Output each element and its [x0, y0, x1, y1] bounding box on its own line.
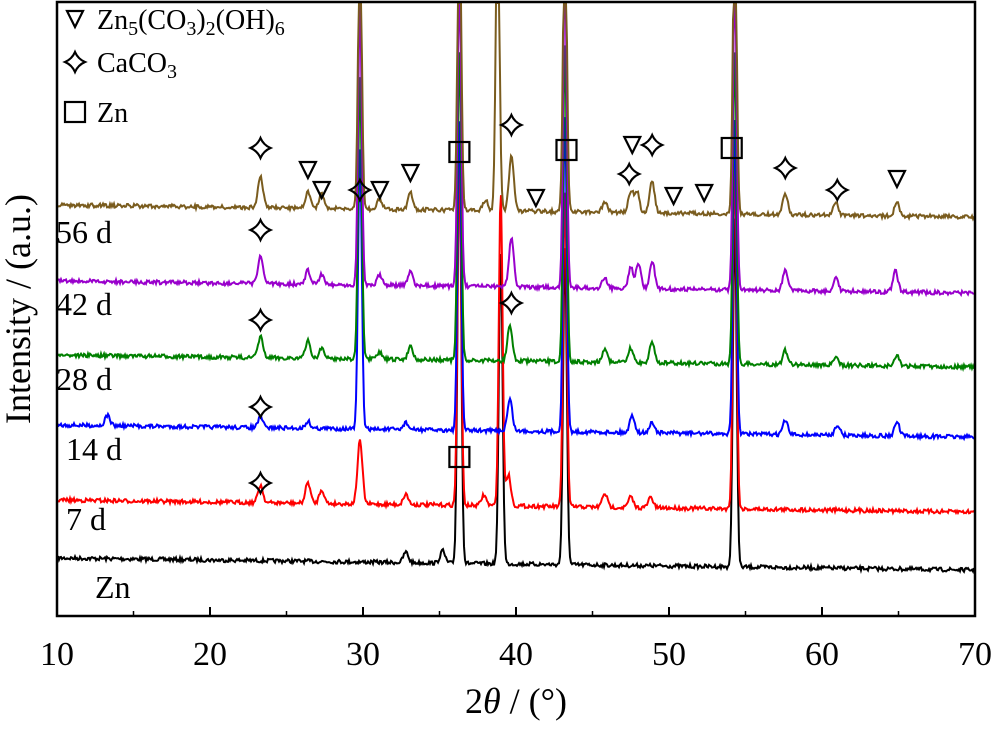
star-marker-icon	[498, 290, 525, 316]
x-tick-label: 20	[193, 636, 227, 673]
y-axis-label: Intensity / (a.u.)	[0, 194, 38, 424]
square-marker-icon	[555, 138, 578, 162]
x-tick-label: 50	[652, 636, 686, 673]
x-tick-label: 70	[958, 636, 992, 673]
series-label: 7 d	[66, 501, 106, 537]
series-label: 42 d	[56, 286, 112, 322]
triangle-marker-icon	[400, 163, 421, 184]
x-axis-label: 2θ / (°)	[465, 681, 567, 721]
series-line	[58, 1, 975, 298]
star-marker-icon	[639, 132, 665, 158]
triangle-marker-icon	[694, 183, 714, 204]
star-marker-icon	[347, 177, 373, 203]
star-marker-icon	[616, 161, 643, 187]
square-marker-icon	[448, 140, 471, 164]
legend-square-icon	[63, 100, 87, 124]
series-labels: Zn 7 d 14 d 28 d 42 d 56 d	[56, 214, 131, 605]
x-tick-label: 60	[805, 636, 839, 673]
star-marker-icon	[772, 155, 799, 181]
square-marker-icon	[720, 136, 743, 160]
x-ticks: 10 20 30 40 50 60 70	[40, 607, 992, 673]
star-marker-icon	[247, 394, 274, 420]
series-line	[57, 117, 975, 442]
legend: Zn5(CO3)2(OH)6 CaCO3 Zn	[62, 5, 285, 129]
legend-label: CaCO3	[97, 48, 177, 83]
triangle-marker-icon	[370, 180, 390, 201]
triangle-marker-icon	[526, 188, 546, 209]
x-tick-label: 10	[40, 636, 74, 673]
legend-label: Zn	[97, 98, 128, 129]
triangle-marker-icon	[887, 169, 907, 190]
series-line	[57, 45, 975, 373]
series-label: 28 d	[56, 361, 112, 397]
x-tick-label: 30	[346, 636, 380, 673]
series-line	[57, 161, 975, 516]
star-marker-icon	[247, 307, 274, 333]
series-line	[57, 152, 975, 574]
legend-star-icon	[62, 49, 88, 75]
star-marker-icon	[824, 177, 851, 203]
triangle-marker-icon	[311, 180, 332, 201]
plot-lines	[57, 1, 975, 574]
legend-label: Zn5(CO3)2(OH)6	[97, 5, 285, 40]
square-marker-icon	[448, 445, 471, 469]
legend-triangle-icon	[65, 9, 85, 30]
star-marker-icon	[247, 135, 274, 161]
series-line	[57, 1, 975, 222]
series-label: Zn	[95, 569, 131, 605]
star-marker-icon	[498, 112, 525, 138]
triangle-marker-icon	[298, 160, 318, 181]
peak-annotations	[247, 112, 907, 496]
star-marker-icon	[247, 217, 274, 243]
star-marker-icon	[247, 470, 274, 496]
series-label: 56 d	[56, 214, 112, 250]
plot-frame	[55, 0, 977, 618]
triangle-marker-icon	[663, 186, 684, 207]
series-label: 14 d	[66, 431, 122, 467]
triangle-marker-icon	[622, 135, 643, 156]
x-tick-label: 40	[499, 636, 533, 673]
